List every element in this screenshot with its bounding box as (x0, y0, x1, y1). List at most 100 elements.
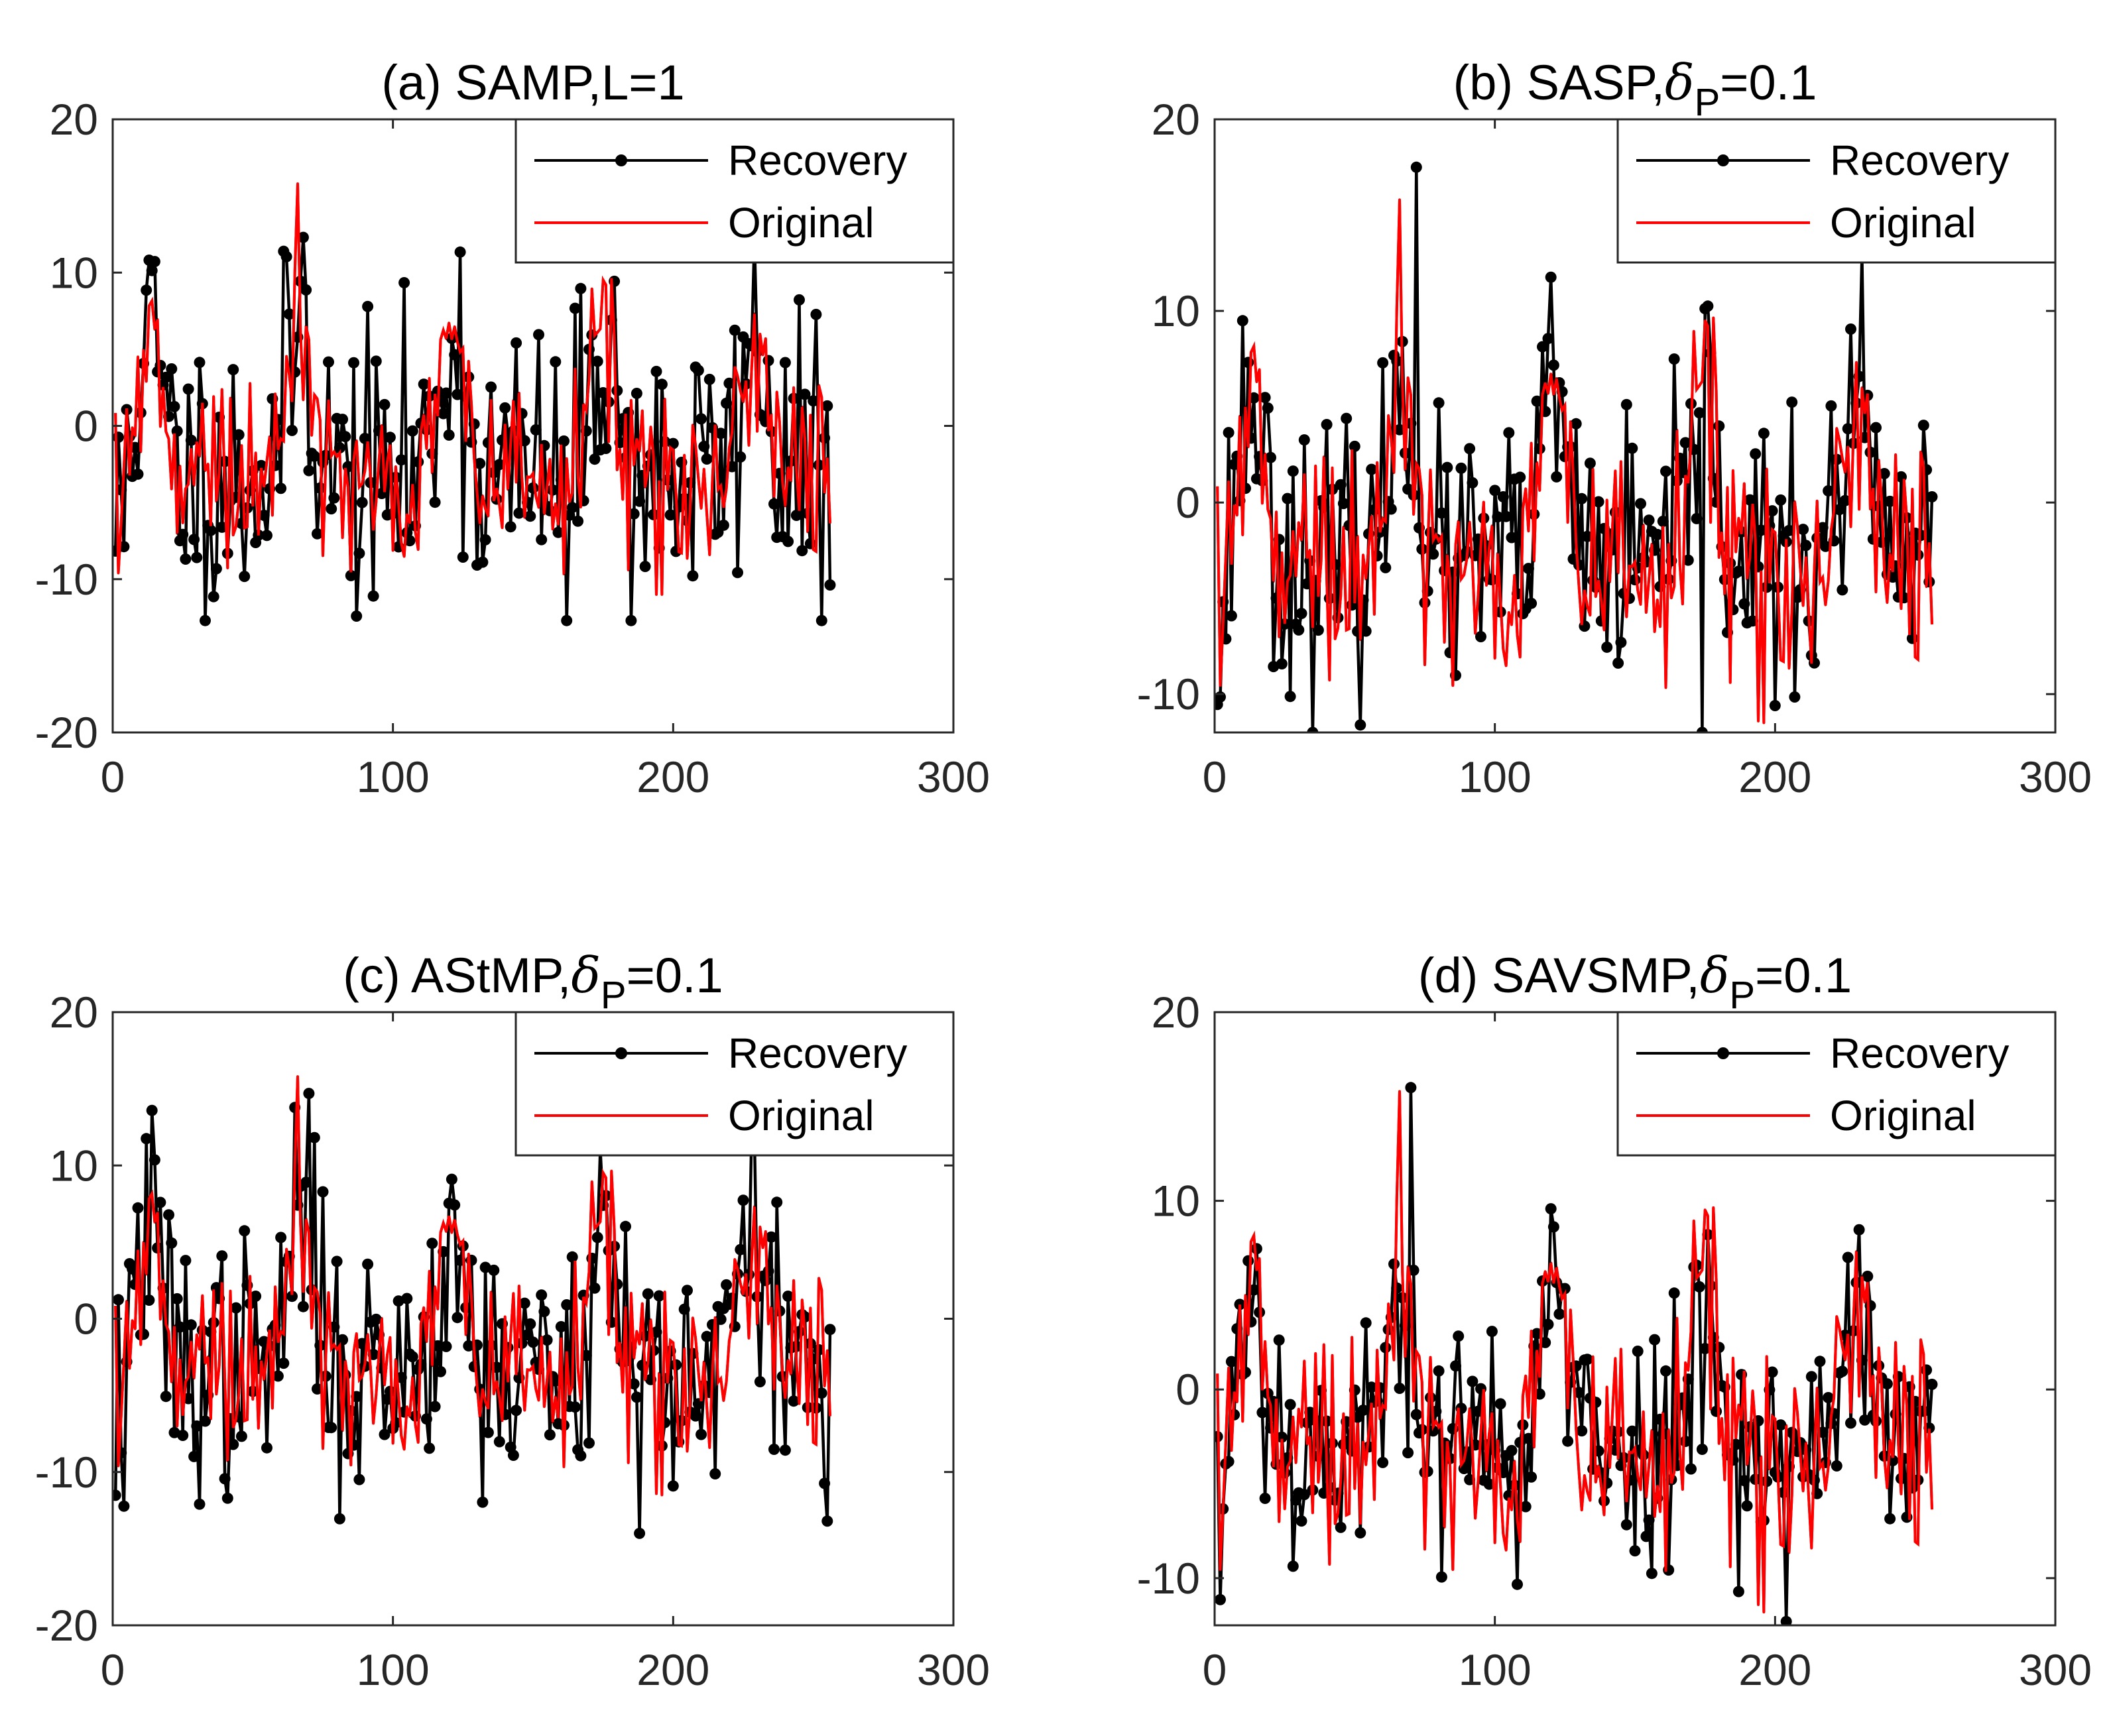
data-point (499, 402, 511, 414)
data-point (572, 515, 584, 527)
data-point (1755, 524, 1767, 536)
data-point (233, 429, 245, 441)
data-point (547, 484, 559, 496)
data-point (1640, 1531, 1652, 1542)
data-point (250, 1291, 262, 1302)
data-point (1713, 420, 1725, 432)
data-point (163, 1209, 174, 1221)
data-point (1864, 446, 1876, 458)
series-line-original-top (1216, 1091, 1933, 1613)
data-point (611, 384, 623, 396)
data-point (297, 1301, 309, 1312)
data-point (191, 1420, 203, 1432)
data-point (1620, 398, 1632, 410)
data-point (558, 435, 570, 447)
title-subscript: P (1695, 81, 1720, 124)
chart-title: (b) SASP,δP=0.1 (1453, 54, 1817, 124)
data-point (1738, 1475, 1750, 1487)
data-point (513, 507, 525, 519)
data-point (339, 431, 351, 443)
data-point (1732, 1586, 1744, 1597)
data-point (1335, 1521, 1347, 1533)
y-tick-label: 10 (1152, 1177, 1200, 1226)
data-point (1284, 1399, 1296, 1411)
data-point (1691, 512, 1703, 524)
data-point (511, 1405, 522, 1417)
title-main: (c) AStMP, (343, 948, 571, 1003)
data-point (331, 1255, 343, 1267)
data-point (465, 436, 477, 448)
chart-title: (c) AStMP,δP=0.1 (343, 947, 723, 1017)
data-point (317, 1186, 329, 1198)
data-point (185, 1319, 197, 1331)
data-point (715, 428, 727, 439)
series-recovery (1215, 1082, 1938, 1625)
data-point (1660, 465, 1671, 477)
data-point (650, 365, 662, 377)
y-tick-label: 0 (74, 402, 98, 451)
y-tick-label: -10 (1137, 669, 1200, 719)
data-point (682, 1285, 693, 1297)
data-point (1780, 1615, 1792, 1625)
data-point (1864, 1300, 1876, 1312)
data-point (1775, 1419, 1787, 1431)
data-point (1408, 1264, 1419, 1276)
data-point (154, 359, 166, 371)
data-point (312, 1383, 323, 1395)
x-tick-label: 0 (1203, 1645, 1227, 1694)
data-point (1562, 1435, 1574, 1447)
legend-label-recovery: Recovery (1830, 1029, 2009, 1077)
y-tick-label: 0 (1176, 1365, 1200, 1414)
data-point (154, 1196, 166, 1208)
legend-box (514, 118, 955, 264)
data-point (1744, 494, 1756, 506)
data-point (1537, 341, 1548, 353)
data-point (261, 1442, 272, 1454)
data-point (1814, 1356, 1826, 1367)
data-point (1522, 563, 1534, 575)
data-point (166, 363, 178, 375)
data-point (771, 1196, 783, 1208)
data-point (432, 1340, 444, 1352)
x-tick-label: 100 (357, 1645, 430, 1694)
data-point (113, 1489, 121, 1501)
data-point (132, 1202, 144, 1214)
data-point (482, 1426, 494, 1438)
data-point (477, 1496, 489, 1508)
data-point (1750, 448, 1762, 460)
data-point (1831, 1460, 1842, 1472)
data-point (1853, 1224, 1865, 1236)
data-point (221, 1492, 233, 1504)
data-point (692, 365, 704, 376)
data-point (1657, 516, 1669, 527)
data-point (208, 591, 219, 603)
data-point (1693, 1281, 1705, 1293)
data-point (1492, 511, 1504, 523)
data-point (398, 277, 410, 288)
data-point (191, 551, 203, 563)
data-point (275, 1232, 287, 1244)
data-point (1366, 463, 1378, 475)
legend-label-original: Original (728, 1092, 875, 1139)
legend-marker (615, 154, 627, 166)
data-point (1512, 1578, 1523, 1590)
data-point (1825, 400, 1837, 412)
data-point (721, 397, 733, 409)
data-point (1761, 581, 1773, 593)
data-point (1789, 691, 1801, 703)
data-point (1287, 465, 1299, 477)
data-point (493, 1436, 505, 1448)
data-point (261, 530, 272, 542)
data-point (429, 1401, 441, 1413)
data-point (1711, 1405, 1722, 1417)
data-point (1732, 565, 1744, 577)
data-point (1503, 427, 1515, 439)
data-point (194, 357, 206, 369)
data-point (819, 432, 831, 444)
data-point (314, 482, 326, 494)
data-point (384, 432, 396, 443)
data-point (429, 496, 441, 508)
series-line-original-top (114, 184, 831, 595)
data-point (1441, 461, 1453, 473)
